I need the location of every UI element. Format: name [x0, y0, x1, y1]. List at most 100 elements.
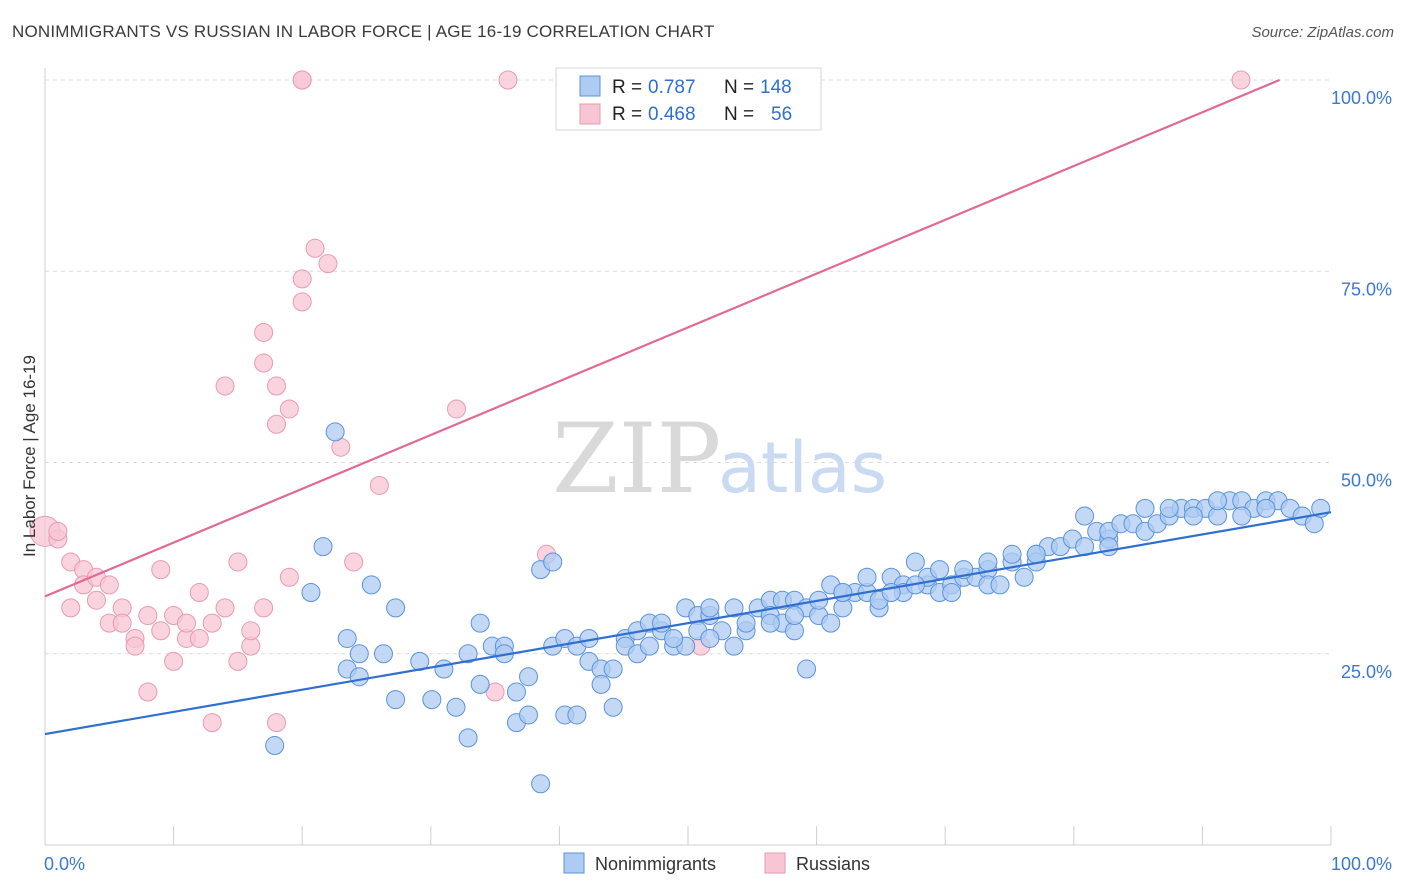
nonimmigrants-point [664, 628, 684, 648]
stats-swatch-nonimmigrants [579, 75, 601, 97]
nonimmigrants-point [386, 690, 406, 710]
stats-n-label: N = [724, 104, 754, 125]
nonimmigrants-point [930, 560, 950, 580]
nonimmigrants-point [1075, 506, 1095, 526]
russians-point [228, 651, 248, 671]
y-tick-labels: 25.0% 50.0% 75.0% 100.0% [1331, 88, 1392, 682]
watermark-atlas: atlas [718, 427, 887, 509]
nonimmigrants-point [1183, 506, 1203, 526]
nonimmigrants-point [857, 567, 877, 587]
russians-point [202, 713, 222, 733]
nonimmigrants-point [603, 659, 623, 679]
nonimmigrants-point [603, 697, 623, 717]
legend-swatch-nonimmigrants [563, 852, 585, 874]
russians-points [29, 70, 1251, 733]
nonimmigrants-point [458, 644, 478, 664]
nonimmigrants-point [1232, 506, 1252, 526]
stats-box: R = 0.787 N = 148 R = 0.468 N = 56 [555, 67, 822, 131]
russians-point [189, 583, 209, 603]
nonimmigrants-point [422, 690, 442, 710]
nonimmigrants-point [797, 659, 817, 679]
russians-point [292, 292, 312, 312]
russians-point [305, 238, 325, 258]
russians-point [151, 621, 171, 641]
nonimmigrants-point [313, 537, 333, 557]
source-label: Source: ZipAtlas.com [1251, 24, 1394, 41]
russians-point [189, 628, 209, 648]
nonimmigrants-point [470, 674, 490, 694]
russians-point [164, 651, 184, 671]
nonimmigrants-point [349, 644, 369, 664]
y-axis-title: In Labor Force | Age 16-19 [20, 355, 39, 557]
stats-r-label: R = [612, 77, 642, 98]
russians-point [266, 376, 286, 396]
y-tick-label: 25.0% [1341, 662, 1392, 682]
nonimmigrants-point [446, 697, 466, 717]
x-tick-label: 100.0% [1331, 854, 1392, 874]
russians-point [318, 254, 338, 274]
nonimmigrants-point [1135, 498, 1155, 518]
nonimmigrants-point [724, 636, 744, 656]
nonimmigrants-point [1256, 498, 1276, 518]
nonimmigrants-points [265, 422, 1331, 794]
x-tick-labels: 0.0% 100.0% [44, 854, 1392, 874]
russians-point [447, 399, 467, 419]
nonimmigrants-point [531, 774, 551, 794]
nonimmigrants-point [1099, 537, 1119, 557]
stats-n-label: N = [724, 77, 754, 98]
nonimmigrants-trend-line [44, 511, 1332, 736]
russians-point [151, 560, 171, 580]
russians-point [279, 399, 299, 419]
russians-point [138, 606, 158, 625]
nonimmigrants-point [458, 728, 478, 748]
nonimmigrants-point [736, 613, 756, 633]
stats-r-label: R = [612, 104, 642, 125]
nonimmigrants-point [567, 705, 587, 725]
stats-n-value: 148 [760, 77, 792, 98]
russians-point [254, 322, 274, 342]
nonimmigrants-point [337, 628, 357, 648]
legend: Nonimmigrants Russians [563, 852, 870, 874]
stats-swatch-russians [579, 103, 601, 125]
russians-point [369, 475, 389, 495]
y-tick-label: 75.0% [1341, 279, 1392, 299]
russians-point [215, 598, 235, 618]
nonimmigrants-point [506, 682, 526, 702]
nonimmigrants-point [700, 598, 720, 618]
nonimmigrants-point [760, 613, 780, 633]
russians-point [254, 598, 274, 618]
nonimmigrants-point [543, 552, 563, 572]
nonimmigrants-point [301, 583, 321, 603]
russians-point [292, 70, 312, 90]
russians-point [228, 552, 248, 572]
russians-point [48, 521, 68, 541]
russians-point [266, 414, 286, 434]
legend-label-nonimmigrants: Nonimmigrants [595, 854, 716, 874]
nonimmigrants-point [1026, 544, 1046, 564]
legend-label-russians: Russians [796, 854, 870, 874]
nonimmigrants-point [990, 575, 1010, 595]
nonimmigrants-point [1002, 544, 1022, 564]
x-tick-label: 0.0% [44, 854, 85, 874]
nonimmigrants-point [1014, 567, 1034, 587]
russians-point [292, 269, 312, 289]
stats-n-value: 56 [771, 104, 792, 125]
russians-point [485, 682, 505, 702]
y-tick-label: 50.0% [1341, 471, 1392, 491]
nonimmigrants-point [519, 667, 539, 687]
nonimmigrants-point [905, 552, 925, 572]
nonimmigrants-point [265, 736, 285, 756]
russians-point [344, 552, 364, 572]
nonimmigrants-point [349, 667, 369, 687]
russians-point [125, 636, 145, 656]
chart-title: NONIMMIGRANTS VS RUSSIAN IN LABOR FORCE … [12, 22, 715, 41]
nonimmigrants-point [373, 644, 393, 664]
russians-point [61, 598, 81, 618]
nonimmigrants-point [942, 583, 962, 603]
russians-point [86, 590, 106, 610]
russians-point [138, 682, 158, 702]
nonimmigrants-point [361, 575, 381, 595]
russians-point [202, 613, 222, 633]
nonimmigrants-point [833, 583, 853, 603]
